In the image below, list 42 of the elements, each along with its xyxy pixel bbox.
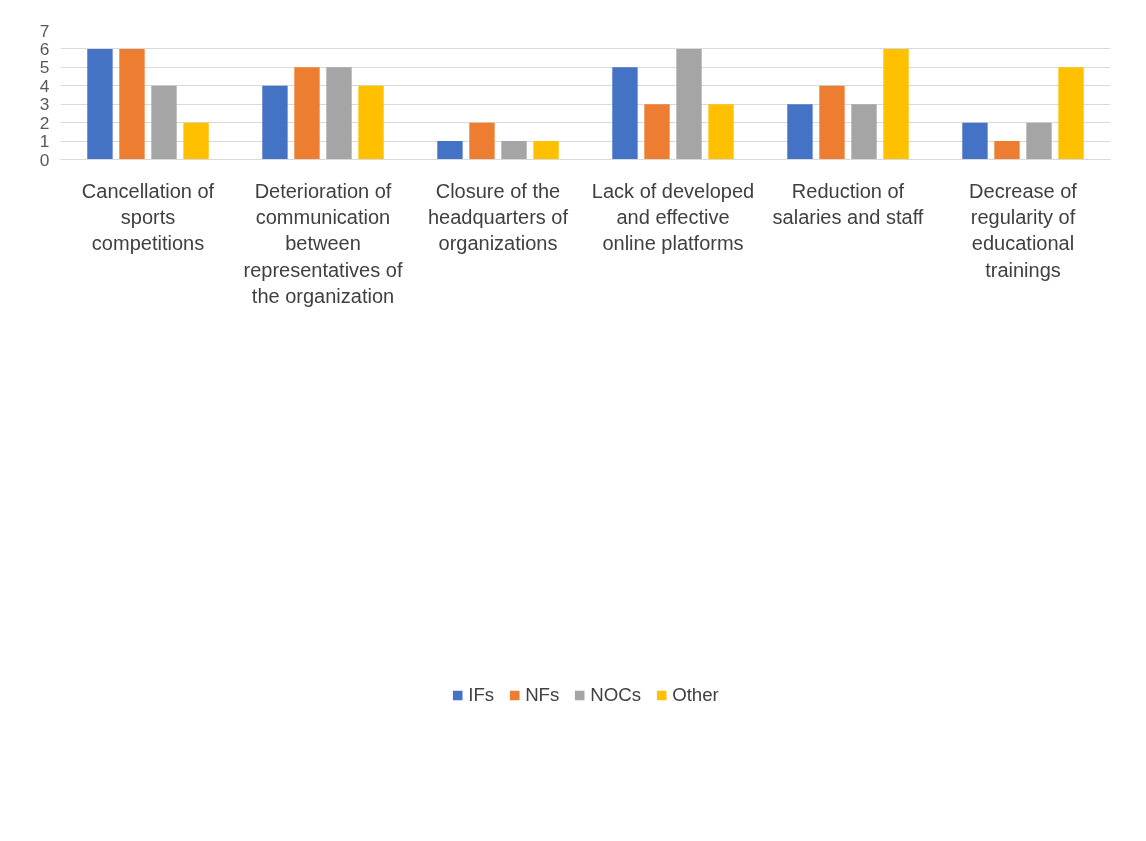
x-tick-label: Decrease of regularity of educational trainings xyxy=(969,179,1078,281)
bar xyxy=(819,85,845,160)
bar xyxy=(326,67,352,160)
bar xyxy=(994,141,1020,160)
legend-label: IFs xyxy=(468,683,495,706)
x-tick-label: Deterioration of communication between representatives of the organization xyxy=(243,179,403,308)
bar xyxy=(183,122,209,160)
y-tick-label: 2 xyxy=(39,112,50,133)
bar xyxy=(501,141,527,160)
x-tick-label: Reduction of salaries and staff xyxy=(772,179,924,228)
bar xyxy=(851,104,877,160)
bar xyxy=(437,141,463,160)
bar xyxy=(1058,67,1084,160)
y-tick-label: 3 xyxy=(39,94,50,115)
y-tick-label: 5 xyxy=(39,57,50,78)
bar xyxy=(708,104,734,160)
bar xyxy=(787,104,813,160)
bar xyxy=(87,48,113,160)
y-tick-label: 1 xyxy=(39,131,50,152)
x-tick-label: Lack of developed and effective online platforms xyxy=(591,179,755,255)
y-tick-label: 0 xyxy=(39,149,50,170)
y-tick-label: 7 xyxy=(39,20,50,41)
bar xyxy=(644,104,670,160)
bar xyxy=(962,122,988,160)
bar xyxy=(612,67,638,160)
y-tick-label: 4 xyxy=(39,75,50,96)
bar xyxy=(119,48,145,160)
y-tick-label: 6 xyxy=(39,38,50,59)
legend-label: NFs xyxy=(525,683,560,706)
bar xyxy=(469,122,495,160)
bar xyxy=(533,141,559,160)
bar xyxy=(151,85,177,160)
bar xyxy=(676,48,702,160)
bar xyxy=(883,48,909,160)
x-tick-label: Closure of the headquarters of organizations xyxy=(427,179,569,255)
legend-label: Other xyxy=(672,683,719,706)
x-tick-label: Cancellation of sports competitions xyxy=(81,179,215,255)
bar xyxy=(1026,122,1052,160)
bar xyxy=(262,85,288,160)
legend-label: NOCs xyxy=(590,683,642,706)
bar xyxy=(294,67,320,160)
bar xyxy=(358,85,384,160)
